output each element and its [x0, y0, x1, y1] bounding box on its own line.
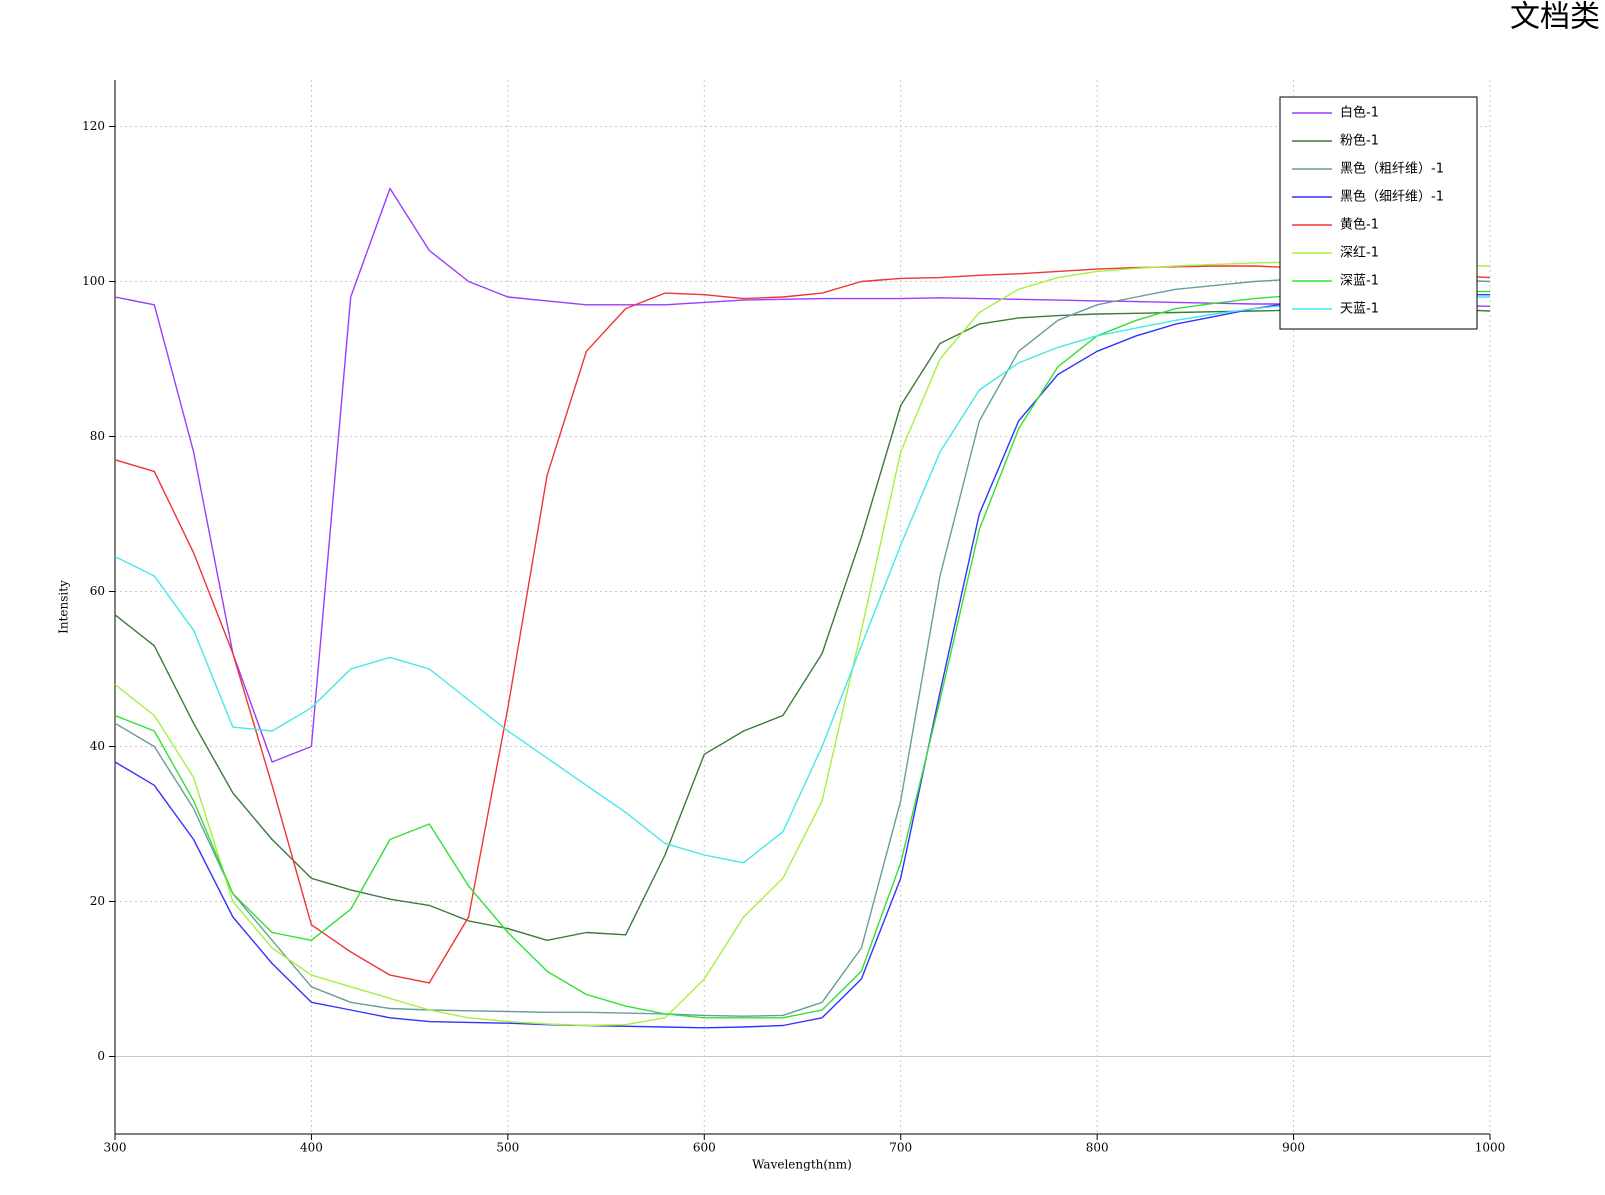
- legend-label: 黄色-1: [1340, 217, 1379, 233]
- legend-label: 深蓝-1: [1340, 274, 1379, 289]
- x-tick-label: 900: [1282, 1141, 1305, 1155]
- legend-box: [1279, 96, 1478, 330]
- y-tick-label: 0: [97, 1049, 105, 1063]
- y-axis-label: Intensity: [57, 580, 71, 634]
- y-tick-label: 120: [82, 119, 105, 133]
- y-tick-label: 80: [90, 429, 105, 443]
- series-line: [114, 290, 1490, 1019]
- x-tick-label: 300: [104, 1141, 127, 1155]
- x-tick-label: 1000: [1475, 1141, 1506, 1155]
- series-line: [114, 296, 1490, 864]
- legend-label: 深红-1: [1340, 245, 1379, 261]
- x-tick-label: 700: [889, 1141, 912, 1155]
- legend-label: 黑色（细纤维）-1: [1340, 189, 1444, 205]
- x-tick-label: 800: [1086, 1141, 1109, 1155]
- legend-label: 黑色（粗纤维）-1: [1340, 161, 1444, 177]
- x-tick-label: 400: [300, 1141, 323, 1155]
- y-tick-label: 100: [82, 274, 105, 288]
- x-axis-label: Wavelength(nm): [752, 1158, 852, 1172]
- legend-label: 天蓝-1: [1340, 302, 1379, 317]
- series-line: [114, 265, 1491, 984]
- x-tick-label: 500: [496, 1141, 519, 1155]
- series-line: [114, 294, 1490, 1029]
- y-tick-label: 60: [90, 584, 105, 598]
- series-line: [114, 187, 1491, 763]
- series-line: [114, 261, 1491, 1027]
- y-tick-label: 40: [90, 739, 105, 753]
- y-tick-label: 20: [90, 894, 105, 908]
- legend-label: 白色-1: [1340, 105, 1379, 121]
- series-line: [114, 276, 1491, 1017]
- x-tick-label: 600: [693, 1141, 716, 1155]
- watermark: 文档类: [1510, 0, 1600, 35]
- legend-label: 粉色-1: [1340, 133, 1379, 149]
- series-line: [114, 307, 1491, 941]
